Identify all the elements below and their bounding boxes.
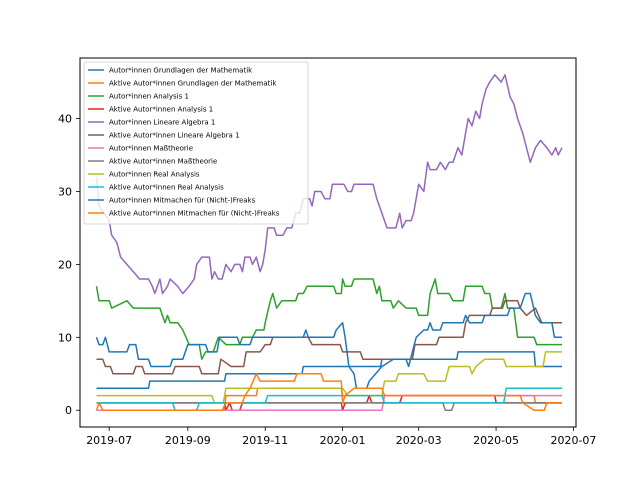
- plot-frame: [79, 57, 577, 428]
- x-tick-label: 2019-07: [86, 434, 132, 447]
- y-tick-label: 20: [58, 258, 72, 271]
- series-line-9: [96, 351, 562, 404]
- legend-box: [83, 61, 309, 225]
- legend: Autor*innen Grundlagen der Mathematik Akt…: [83, 61, 309, 225]
- x-tick-label: 2020-01: [320, 434, 366, 447]
- series-line-3: [95, 278, 562, 360]
- series-layer: [95, 74, 563, 411]
- y-tick-label: 10: [58, 331, 72, 344]
- y-tick-label: 40: [58, 113, 72, 126]
- x-tick-label: 2020-07: [550, 434, 596, 447]
- legend-label: Aktive Autor*innen Real Analysis: [109, 184, 224, 192]
- series-line-1: [96, 351, 562, 390]
- series-line-5: [95, 74, 563, 295]
- legend-label: Autor*innen Analysis 1: [109, 93, 189, 101]
- series-line-12: [95, 373, 562, 411]
- legend-label: Autor*innen Mitmachen für (Nicht-)Freaks: [109, 197, 256, 205]
- legend-label: Aktive Autor*innen Maßtheorie: [109, 158, 217, 166]
- x-tick-label: 2020-03: [396, 434, 442, 447]
- legend-label: Autor*innen Grundlagen der Mathematik: [109, 67, 253, 75]
- y-axis: 0 10 20 30 40: [58, 113, 80, 417]
- x-tick-label: 2020-05: [473, 434, 519, 447]
- x-tick-label: 2019-11: [242, 434, 288, 447]
- legend-label: Aktive Autor*innen Lineare Algebra 1: [109, 132, 240, 140]
- series-line-10: [96, 387, 562, 411]
- legend-label: Aktive Autor*innen Analysis 1: [109, 106, 213, 114]
- legend-label: Aktive Autor*innen Grundlagen der Mathem…: [109, 80, 277, 88]
- legend-label: Autor*innen Lineare Algebra 1: [109, 119, 215, 127]
- x-axis: 2019-07 2019-09 2019-11 2020-01 2020-03 2020-…: [86, 427, 596, 447]
- x-tick-label: 2019-09: [165, 434, 211, 447]
- y-tick-label: 30: [58, 185, 72, 198]
- legend-label: Autor*innen Real Analysis: [109, 171, 200, 179]
- y-tick-label: 0: [65, 404, 72, 417]
- series-line-11: [95, 292, 562, 390]
- legend-label: Aktive Autor*innen Mitmachen für (Nicht-…: [109, 210, 280, 218]
- legend-label: Autor*innen Maßtheorie: [109, 145, 193, 153]
